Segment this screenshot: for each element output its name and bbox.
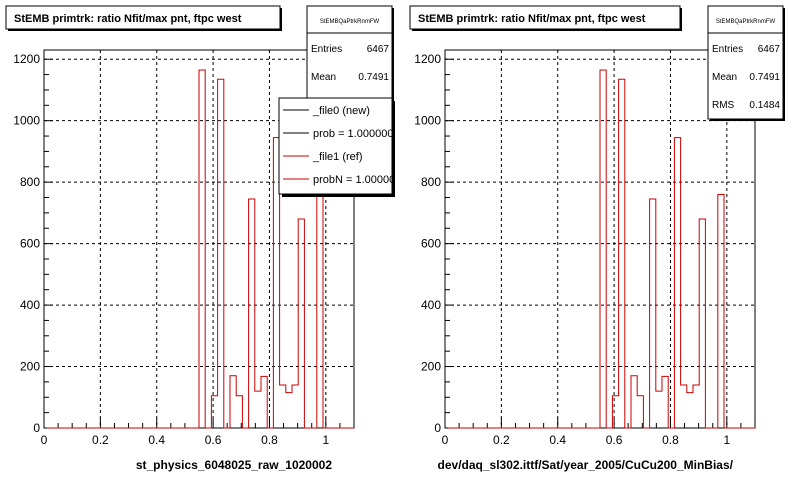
x-tick-label: 0.6	[606, 433, 623, 447]
y-tick-label: 400	[20, 298, 40, 312]
stats-label: Entries	[311, 44, 342, 55]
chart-panel-2: 0 0.2 0.4 0.6 0.8 1 0 200 400 600 800 1000 1200 dev/d…	[409, 5, 785, 472]
chart-title: StEMB primtrk: ratio Nfit/max pnt, ftpc …	[418, 13, 646, 25]
title-box	[409, 5, 681, 30]
x-tick-label: 0.4	[148, 433, 165, 447]
stats-label: Mean	[311, 72, 336, 83]
x-tick-label: 0.2	[92, 433, 109, 447]
y-tick-label: 800	[421, 175, 441, 189]
x-tick-label: 0	[41, 433, 48, 447]
y-tick-label: 600	[421, 237, 441, 251]
histogram-series-line	[448, 69, 755, 429]
title-box	[5, 5, 281, 30]
stats-histogram-name: StEMBQaPtrkRnmFW	[716, 19, 776, 25]
x-tick-label: 0	[442, 433, 449, 447]
y-tick-label: 1200	[13, 52, 40, 66]
chart-panel-1: 0 0.2 0.4 0.6 0.8 1 0 200 400 600 800 1000 1200 st_ph…	[5, 5, 401, 472]
x-axis-label: st_physics_6048025_raw_1020002	[136, 458, 332, 472]
x-tick-label: 0.2	[493, 433, 510, 447]
stats-value: 6467	[758, 44, 781, 55]
legend-label: _file0 (new)	[312, 105, 370, 117]
chart-title: StEMB primtrk: ratio Nfit/max pnt, ftpc …	[14, 13, 242, 25]
y-tick-label: 800	[20, 175, 40, 189]
x-tick-label: 0.8	[662, 433, 679, 447]
stats-box	[707, 5, 784, 120]
y-tick-label: 600	[20, 237, 40, 251]
x-axis-label: dev/daq_sl302.ittf/Sat/year_2005/CuCu200…	[438, 458, 734, 472]
y-tick-label: 1000	[13, 114, 40, 128]
y-tick-label: 1200	[414, 52, 441, 66]
y-tick-label: 0	[33, 421, 40, 435]
y-tick-label: 400	[421, 298, 441, 312]
legend-label: _file1 (ref)	[312, 151, 363, 163]
stats-box	[306, 5, 393, 102]
stats-value: 0.7491	[749, 72, 780, 83]
stats-label: RMS	[712, 100, 735, 111]
y-tick-label: 0	[434, 421, 441, 435]
histogram-series-line	[47, 69, 354, 429]
x-tick-label: 0.4	[549, 433, 566, 447]
stats-value: 0.7491	[358, 72, 389, 83]
x-tick-label: 0.6	[205, 433, 222, 447]
y-tick-label: 200	[20, 360, 40, 374]
stats-label: Entries	[712, 44, 743, 55]
y-tick-label: 200	[421, 360, 441, 374]
stats-histogram-name: StEMBQaPtrkRnmFW	[320, 19, 380, 25]
legend-label: prob = 1.000000	[313, 128, 393, 140]
x-tick-label: 1	[723, 433, 730, 447]
stats-label: Mean	[712, 72, 737, 83]
stats-value: 0.1484	[749, 100, 780, 111]
stats-value: 6467	[367, 44, 390, 55]
y-tick-label: 1000	[414, 114, 441, 128]
legend-label: probN = 1.000000	[313, 174, 401, 186]
legend: _file0 (new) prob = 1.000000 _file1 (ref) p…	[283, 105, 401, 186]
x-tick-label: 1	[322, 433, 329, 447]
legend-box	[278, 97, 393, 195]
x-tick-label: 0.8	[261, 433, 278, 447]
